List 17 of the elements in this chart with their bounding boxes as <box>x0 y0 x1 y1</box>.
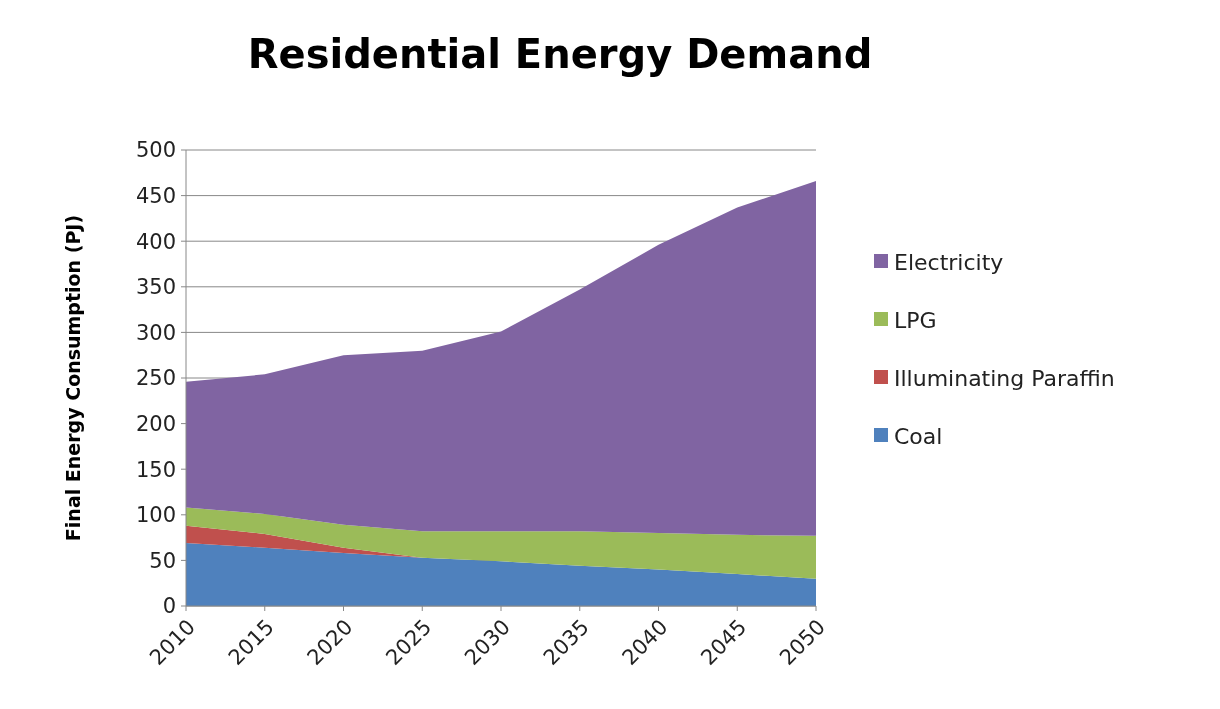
y-tick-label: 250 <box>135 366 176 391</box>
y-tick-label: 100 <box>135 503 176 528</box>
y-tick-label: 50 <box>149 548 176 573</box>
legend-label: Illuminating Paraffin <box>894 365 1115 391</box>
legend-label: LPG <box>894 307 937 333</box>
y-tick-label: 0 <box>162 594 176 619</box>
y-tick-label: 450 <box>135 183 176 208</box>
y-tick-label: 200 <box>135 411 176 436</box>
y-tick-label: 300 <box>135 320 176 345</box>
y-tick-label: 500 <box>135 138 176 163</box>
legend-label: Coal <box>894 423 943 449</box>
y-axis-title: Final Energy Consumption (PJ) <box>62 214 84 542</box>
y-tick-label: 350 <box>135 275 176 300</box>
y-tick-label: 400 <box>135 229 176 254</box>
y-tick-label: 150 <box>135 457 176 482</box>
legend-label: Electricity <box>894 249 1004 275</box>
chart-title: Residential Energy Demand <box>247 31 873 77</box>
